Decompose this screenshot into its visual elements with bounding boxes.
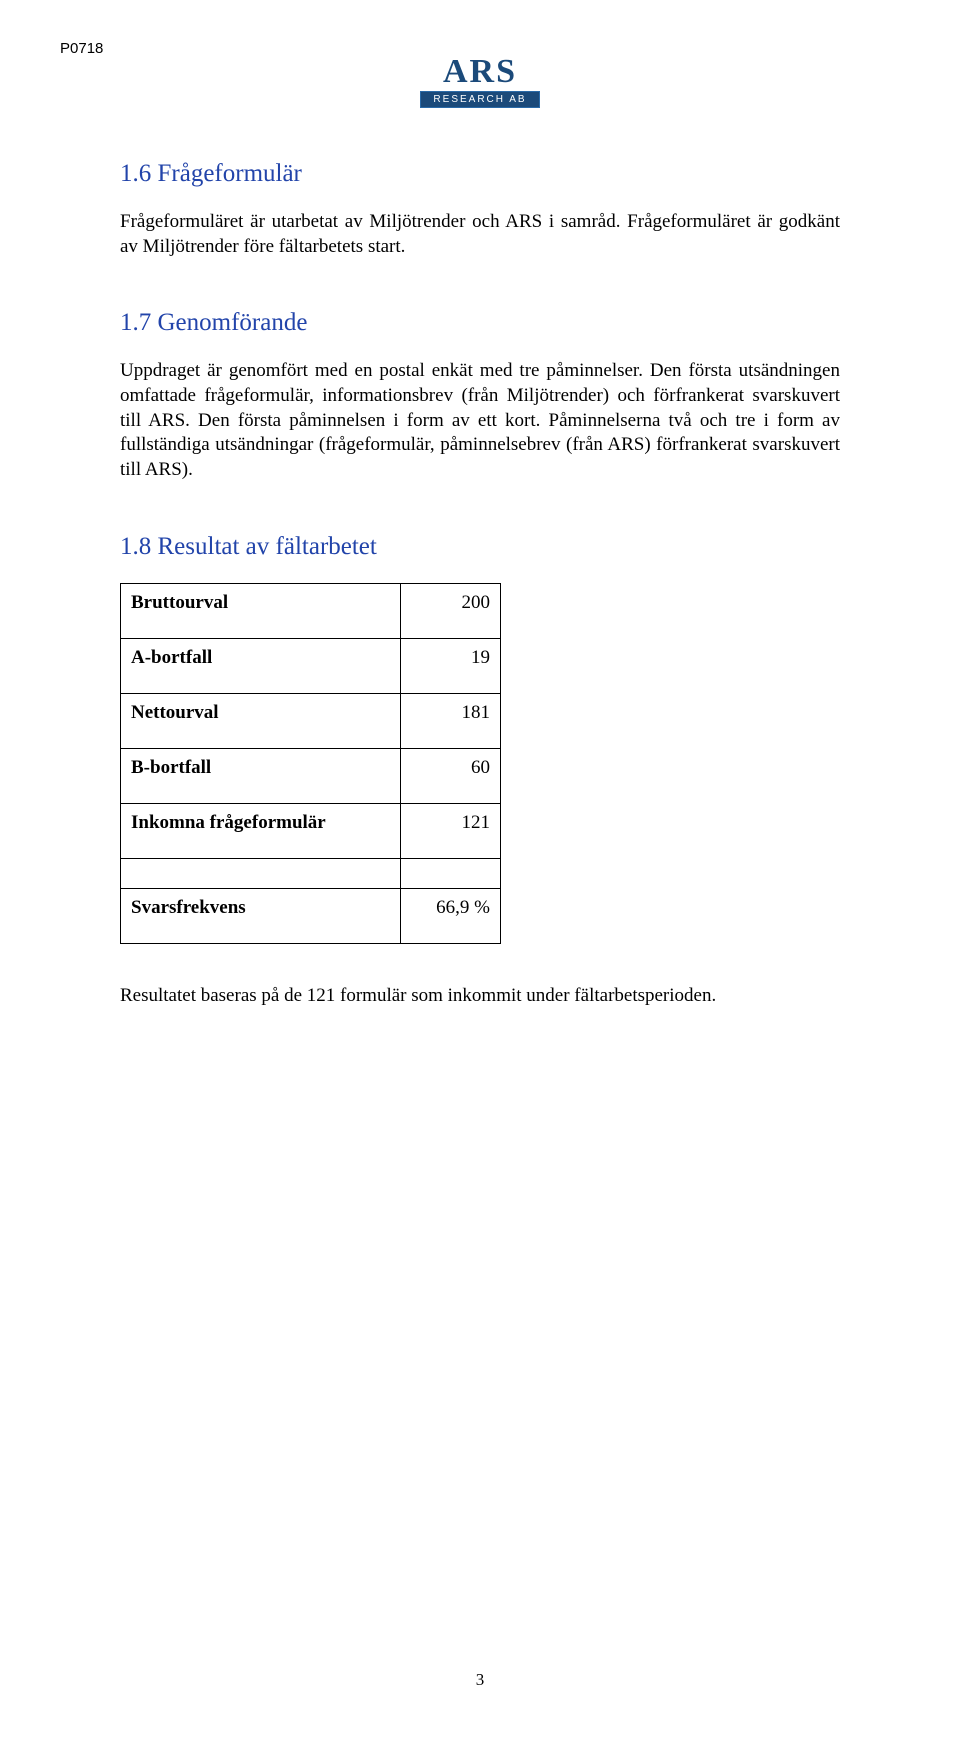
section-body-1-7: Uppdraget är genomfört med en postal enk… (120, 359, 840, 482)
spacer-cell (121, 858, 401, 888)
result-label: Nettourval (121, 693, 401, 748)
table-row: Svarsfrekvens 66,9 % (121, 888, 501, 943)
table-row: A-bortfall 19 (121, 638, 501, 693)
document-body: 1.6 Frågeformulär Frågeformuläret är uta… (120, 160, 840, 1009)
result-value: 181 (401, 693, 501, 748)
page-number: 3 (476, 1670, 485, 1690)
table-row: B-bortfall 60 (121, 748, 501, 803)
spacer-cell (401, 858, 501, 888)
logo: ARS RESEARCH AB (420, 55, 540, 108)
result-label: B-bortfall (121, 748, 401, 803)
result-value: 60 (401, 748, 501, 803)
results-table: Bruttourval 200 A-bortfall 19 Nettourval… (120, 583, 501, 944)
section-body-1-6: Frågeformuläret är utarbetat av Miljötre… (120, 210, 840, 259)
result-label: Inkomna frågeformulär (121, 803, 401, 858)
result-label: Bruttourval (121, 583, 401, 638)
result-label: A-bortfall (121, 638, 401, 693)
table-row: Inkomna frågeformulär 121 (121, 803, 501, 858)
section-heading-1-6: 1.6 Frågeformulär (120, 160, 840, 188)
footnote-text: Resultatet baseras på de 121 formulär so… (120, 984, 840, 1009)
table-row: Nettourval 181 (121, 693, 501, 748)
logo-text-top: ARS (420, 55, 540, 89)
result-value: 19 (401, 638, 501, 693)
section-heading-1-8: 1.8 Resultat av fältarbetet (120, 533, 840, 561)
result-value: 200 (401, 583, 501, 638)
result-label: Svarsfrekvens (121, 888, 401, 943)
section-heading-1-7: 1.7 Genomförande (120, 309, 840, 337)
logo-text-bottom: RESEARCH AB (420, 91, 540, 108)
table-row: Bruttourval 200 (121, 583, 501, 638)
doc-code: P0718 (60, 40, 103, 57)
result-value: 121 (401, 803, 501, 858)
result-value: 66,9 % (401, 888, 501, 943)
table-spacer-row (121, 858, 501, 888)
